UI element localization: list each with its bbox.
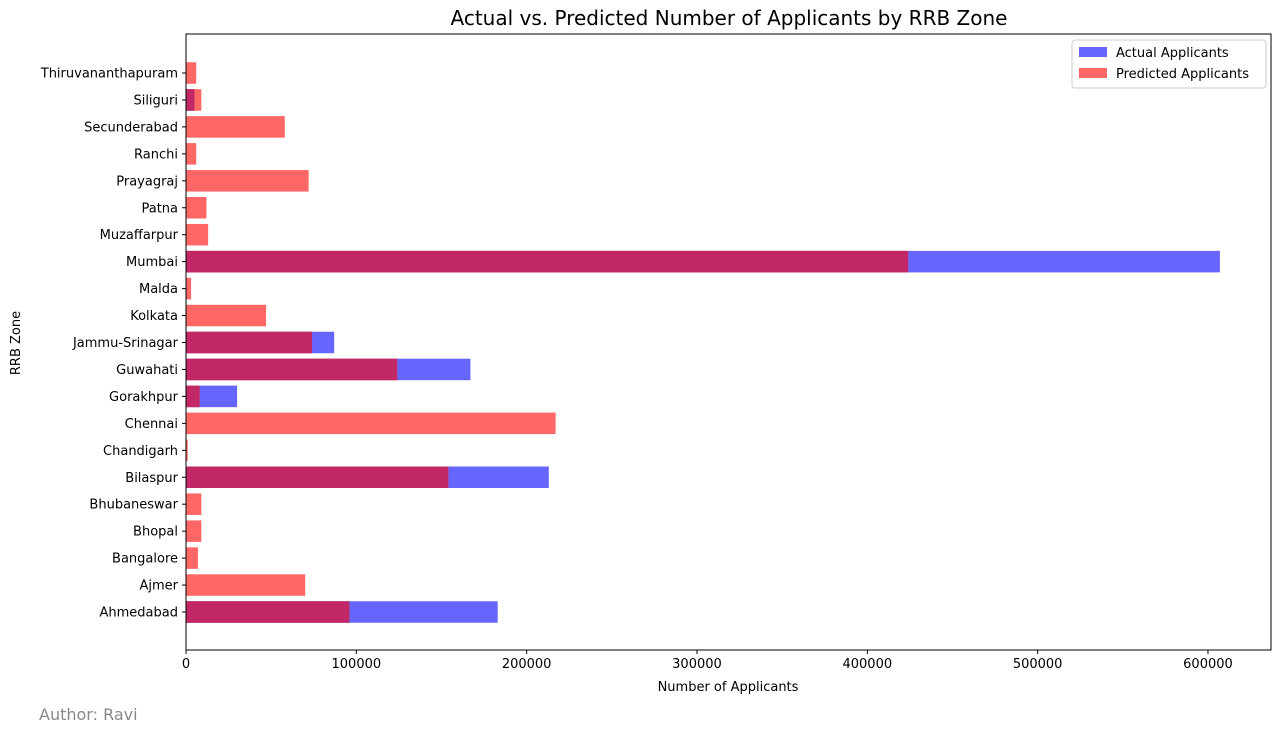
y-ticks-group: Ahmedabad Ajmer Bangalore Bhopal Bhubaneswar… [40,67,186,621]
y-tick-label: Mumbai [126,255,178,270]
bar-overlap-jammu-srinagar [186,331,313,354]
bar-predicted-bhopal [186,520,202,542]
bar-predicted-secunderabad [186,116,285,138]
bar-overlap-siliguri [186,89,195,111]
bar-predicted-bangalore [186,547,198,569]
bar-overlap-ahmedabad [186,601,350,623]
y-tick-label: Bhubaneswar [89,498,178,513]
y-axis-label: RRB Zone [9,311,24,375]
bar-overlap-bilaspur [186,466,449,488]
x-ticks-group: 0 100000 200000 300000 400000 500000 600000 [182,650,1233,672]
y-tick-label: Jammu-Srinagar [72,336,179,351]
axes-group [185,33,1272,651]
x-tick-label: 300000 [672,657,722,672]
x-tick-label: 0 [182,657,190,672]
y-tick-label: Patna [141,201,178,216]
y-tick-label: Guwahati [116,363,178,378]
chart-title: Actual vs. Predicted Number of Applicant… [451,6,1008,30]
bar-predicted-prayagraj [186,170,309,192]
bar-predicted-kolkata [186,304,267,327]
x-tick-label: 100000 [332,657,382,672]
y-tick-label: Thiruvananthapuram [40,67,178,82]
legend: Actual Applicants Predicted Applicants [1071,39,1267,89]
y-tick-label: Malda [139,282,178,297]
bars-group [186,62,1220,623]
y-tick-label: Gorakhpur [109,390,179,405]
bar-predicted-ajmer [186,574,306,596]
x-tick-label: 500000 [1013,657,1063,672]
legend-swatch-predicted [1079,68,1107,78]
y-tick-label: Siliguri [133,93,178,108]
legend-label-predicted: Predicted Applicants [1116,67,1249,82]
author-credit: Author: Ravi [39,705,138,724]
y-tick-label: Bilaspur [125,471,178,486]
bar-overlap-guwahati [186,358,398,381]
legend-label-actual: Actual Applicants [1116,46,1229,61]
bar-predicted-chennai [186,412,556,435]
x-tick-label: 200000 [502,657,552,672]
y-tick-label: Bhopal [133,525,178,540]
y-tick-label: Kolkata [130,309,178,324]
bar-overlap-gorakhpur [186,385,200,408]
y-tick-label: Ranchi [134,147,178,162]
bar-predicted-bhubaneswar [186,493,202,515]
bar-predicted-muzaffarpur [186,223,209,246]
y-tick-label: Prayagraj [116,174,178,189]
y-tick-label: Secunderabad [84,120,178,135]
x-tick-label: 600000 [1183,657,1233,672]
y-tick-label: Muzaffarpur [100,228,179,243]
y-tick-label: Ajmer [139,579,178,594]
y-tick-label: Ahmedabad [100,606,178,621]
x-tick-label: 400000 [842,657,892,672]
x-axis-label: Number of Applicants [658,680,799,695]
bar-predicted-thiruvananthapuram [186,62,197,84]
bar-overlap-mumbai [186,250,909,273]
legend-swatch-actual [1079,47,1107,57]
y-tick-label: Chandigarh [103,444,178,459]
bar-predicted-ranchi [186,143,197,165]
plot-frame [185,33,1272,651]
y-tick-label: Bangalore [112,552,178,567]
legend-frame [1071,39,1267,89]
y-tick-label: Chennai [125,417,178,432]
bar-predicted-patna [186,197,207,219]
bar-predicted-malda [186,277,192,300]
bar-predicted-chandigarh [186,439,188,462]
